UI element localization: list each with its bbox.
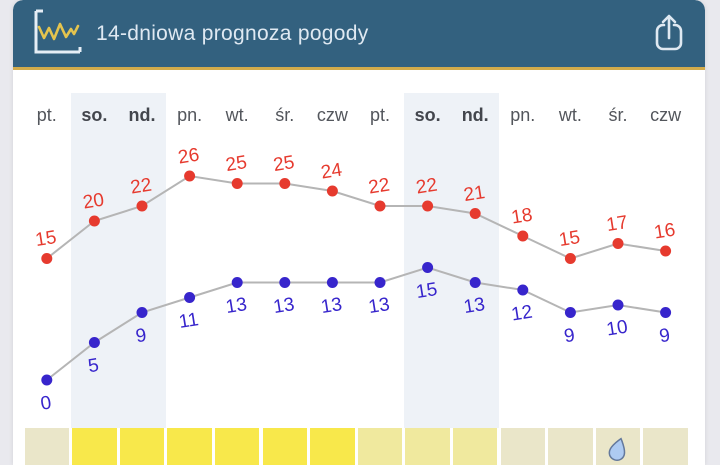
low-temp-label: 13 <box>319 294 343 318</box>
low-temp-point <box>88 337 100 348</box>
high-temp-label: 22 <box>415 175 439 199</box>
share-icon <box>651 14 687 56</box>
low-temp-point <box>136 307 148 318</box>
high-temp-point <box>660 245 672 257</box>
sun-cell <box>405 428 450 465</box>
sun-cell <box>357 428 403 465</box>
weekend-shade <box>403 93 499 428</box>
sun-cell <box>452 428 498 465</box>
high-temp-line <box>46 174 666 260</box>
high-temp-label: 25 <box>224 152 248 176</box>
high-temp-point <box>374 200 386 212</box>
chart-line-icon <box>30 5 84 62</box>
day-label: so. <box>414 105 441 125</box>
high-temp-label: 18 <box>510 205 534 229</box>
page-title: 14-dniowa prognoza pogody <box>96 21 369 45</box>
day-label: śr. <box>275 105 295 125</box>
sun-cell <box>72 428 117 465</box>
low-temp-point <box>184 292 196 303</box>
low-temp-point <box>279 277 291 288</box>
low-temp-point <box>612 299 624 311</box>
high-temp-label: 15 <box>34 227 58 251</box>
high-temp-point <box>231 178 243 189</box>
high-temp-label: 21 <box>462 182 486 206</box>
high-temp-point <box>564 253 576 264</box>
low-temp-label: 15 <box>415 279 439 303</box>
sun-cell <box>214 428 260 465</box>
day-label: so. <box>81 105 108 125</box>
day-label: nd. <box>128 105 156 125</box>
low-temp-label: 0 <box>39 392 53 414</box>
low-temp-point <box>374 277 386 288</box>
low-temp-label: 9 <box>658 325 672 347</box>
day-label: pt. <box>369 105 390 125</box>
high-temp-point <box>469 208 481 219</box>
day-label: śr. <box>608 105 628 125</box>
high-temp-label: 26 <box>177 145 201 169</box>
high-temp-label: 20 <box>81 190 105 214</box>
low-temp-label: 13 <box>462 294 486 318</box>
high-temp-point <box>184 170 196 182</box>
sun-cell <box>167 428 212 465</box>
day-label: wt. <box>225 105 249 125</box>
day-label: czw <box>650 105 682 125</box>
high-temp-label: 22 <box>367 175 391 199</box>
high-temp-point <box>41 253 53 264</box>
low-temp-point <box>564 307 576 318</box>
low-temp-label: 9 <box>563 325 577 347</box>
sun-strip <box>13 428 705 465</box>
high-temp-point <box>422 200 434 212</box>
sun-cell <box>24 428 70 465</box>
weekend-shade <box>70 93 166 428</box>
low-temp-label: 11 <box>177 309 200 333</box>
sun-cell <box>548 428 593 465</box>
low-temp-label: 13 <box>272 294 296 318</box>
chart-area: pt. so. nd. pn. wt. śr. czw pt. so. nd. pn. wt. śr. c… <box>13 70 705 428</box>
low-temp-label: 5 <box>87 355 101 377</box>
low-temp-point <box>326 277 338 288</box>
high-temp-label: 16 <box>653 220 677 244</box>
high-temp-point <box>612 238 624 249</box>
low-temp-point <box>469 277 481 288</box>
low-temp-point <box>422 262 434 273</box>
sun-cell <box>595 428 641 465</box>
day-label: nd. <box>461 105 489 125</box>
high-temp-label: 25 <box>272 152 296 176</box>
sun-cell <box>262 428 308 465</box>
low-temp-label: 13 <box>367 294 391 318</box>
header-bar: 14-dniowa prognoza pogody <box>13 0 705 70</box>
sun-cell <box>643 428 688 465</box>
day-label: pn. <box>510 105 536 125</box>
low-temp-label: 12 <box>510 302 534 326</box>
high-temp-label: 17 <box>605 212 629 236</box>
high-temp-point <box>136 200 148 212</box>
sun-cell <box>310 428 355 465</box>
low-temp-point <box>517 284 529 296</box>
high-temp-label: 15 <box>557 227 581 251</box>
rain-droplet-icon <box>608 437 626 461</box>
day-label: wt. <box>558 105 582 125</box>
high-temp-point <box>517 230 529 242</box>
day-label: czw <box>316 105 348 125</box>
chart-svg: 15 20 22 26 25 25 24 22 22 21 18 15 17 16 0 5 9 11 13 13 13 1… <box>34 145 677 415</box>
day-label: pn. <box>177 105 203 125</box>
sun-cell <box>500 428 546 465</box>
low-temp-point <box>41 374 53 386</box>
low-temp-line <box>46 266 666 381</box>
low-temp-label: 13 <box>224 294 248 318</box>
low-temp-point <box>231 277 243 288</box>
forecast-card: 14-dniowa prognoza pogody pt. so. nd. pn. wt… <box>13 0 705 465</box>
sun-cell <box>119 428 165 465</box>
day-label: pt. <box>36 105 57 125</box>
low-temp-point <box>660 307 672 318</box>
high-temp-label: 24 <box>319 159 344 183</box>
high-temp-point <box>279 178 291 189</box>
low-temp-label: 9 <box>134 325 148 347</box>
high-temp-point <box>326 185 338 197</box>
low-temp-label: 10 <box>605 317 629 341</box>
high-temp-point <box>88 215 100 227</box>
high-temp-label: 22 <box>129 175 153 199</box>
share-button[interactable] <box>649 9 689 58</box>
